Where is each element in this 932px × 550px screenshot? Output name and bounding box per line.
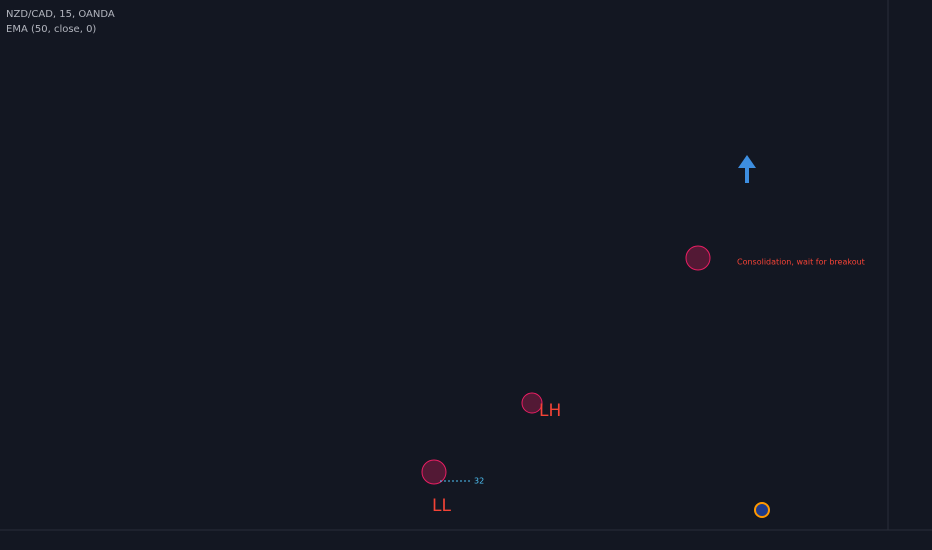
- ll-marker: [421, 459, 447, 485]
- symbol-title: NZD/CAD, 15, OANDA: [6, 9, 115, 20]
- lh-marker: [521, 392, 543, 414]
- annotation-note: Consolidation, wait for breakout: [737, 258, 865, 267]
- breakout-arrow: [738, 155, 756, 183]
- consolidation-marker: [685, 245, 711, 271]
- event-icon[interactable]: [754, 502, 770, 518]
- annotation-ll: LL: [432, 496, 451, 516]
- indicator-title: EMA (50, close, 0): [6, 24, 96, 35]
- annotation-length: 32: [474, 477, 484, 486]
- annotation-lh: LH: [539, 401, 561, 421]
